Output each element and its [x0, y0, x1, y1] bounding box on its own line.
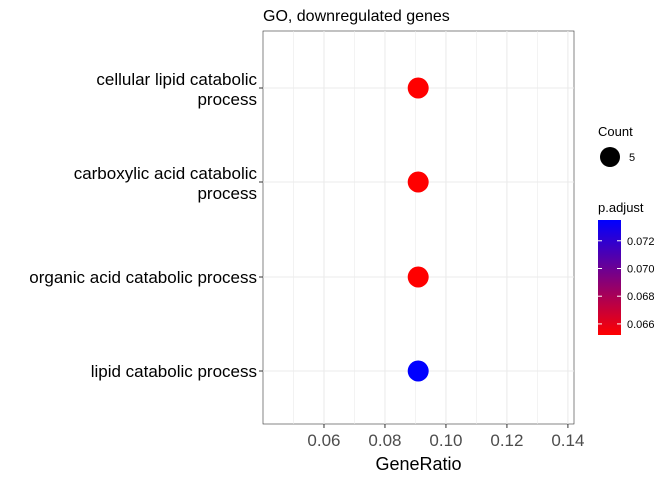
x-tick-label: 0.12 — [490, 431, 523, 450]
x-tick-label: 0.14 — [551, 431, 584, 450]
chart-title: GO, downregulated genes — [263, 8, 450, 25]
color-bar-ticks: 0.066 0.068 0.070 0.072 — [598, 236, 655, 331]
color-bar — [598, 220, 621, 335]
x-tick-label: 0.06 — [307, 431, 340, 450]
legend-color-title: p.adjust — [598, 200, 644, 215]
category-label: cellular lipid catabolic — [96, 70, 257, 89]
category-label: organic acid catabolic process — [29, 268, 257, 287]
data-point — [407, 171, 429, 193]
color-tick-label: 0.068 — [627, 291, 655, 303]
data-points — [407, 77, 429, 382]
size-legend: 5 — [600, 147, 635, 167]
grid-lines — [263, 31, 574, 424]
data-point — [407, 360, 429, 382]
size-legend-label: 5 — [629, 152, 635, 164]
color-tick-label: 0.072 — [627, 236, 655, 248]
x-axis: 0.06 0.08 0.10 0.12 0.14 — [307, 424, 584, 450]
x-tick-label: 0.08 — [368, 431, 401, 450]
category-label: carboxylic acid catabolic — [74, 164, 258, 183]
data-point — [407, 77, 429, 99]
x-axis-title: GeneRatio — [375, 454, 461, 474]
y-axis-labels: cellular lipid catabolicprocesscarboxyli… — [29, 70, 263, 381]
color-tick-label: 0.066 — [627, 319, 655, 331]
data-point — [407, 266, 429, 288]
color-tick-label: 0.070 — [627, 263, 655, 275]
size-legend-dot — [600, 147, 620, 167]
legend-size-title: Count — [598, 124, 633, 139]
category-label: process — [197, 90, 257, 109]
x-tick-label: 0.10 — [429, 431, 462, 450]
category-label: process — [197, 184, 257, 203]
legend: Count 5 p.adjust 0.066 0.068 0.070 0.072 — [598, 124, 655, 335]
category-label: lipid catabolic process — [91, 362, 257, 381]
